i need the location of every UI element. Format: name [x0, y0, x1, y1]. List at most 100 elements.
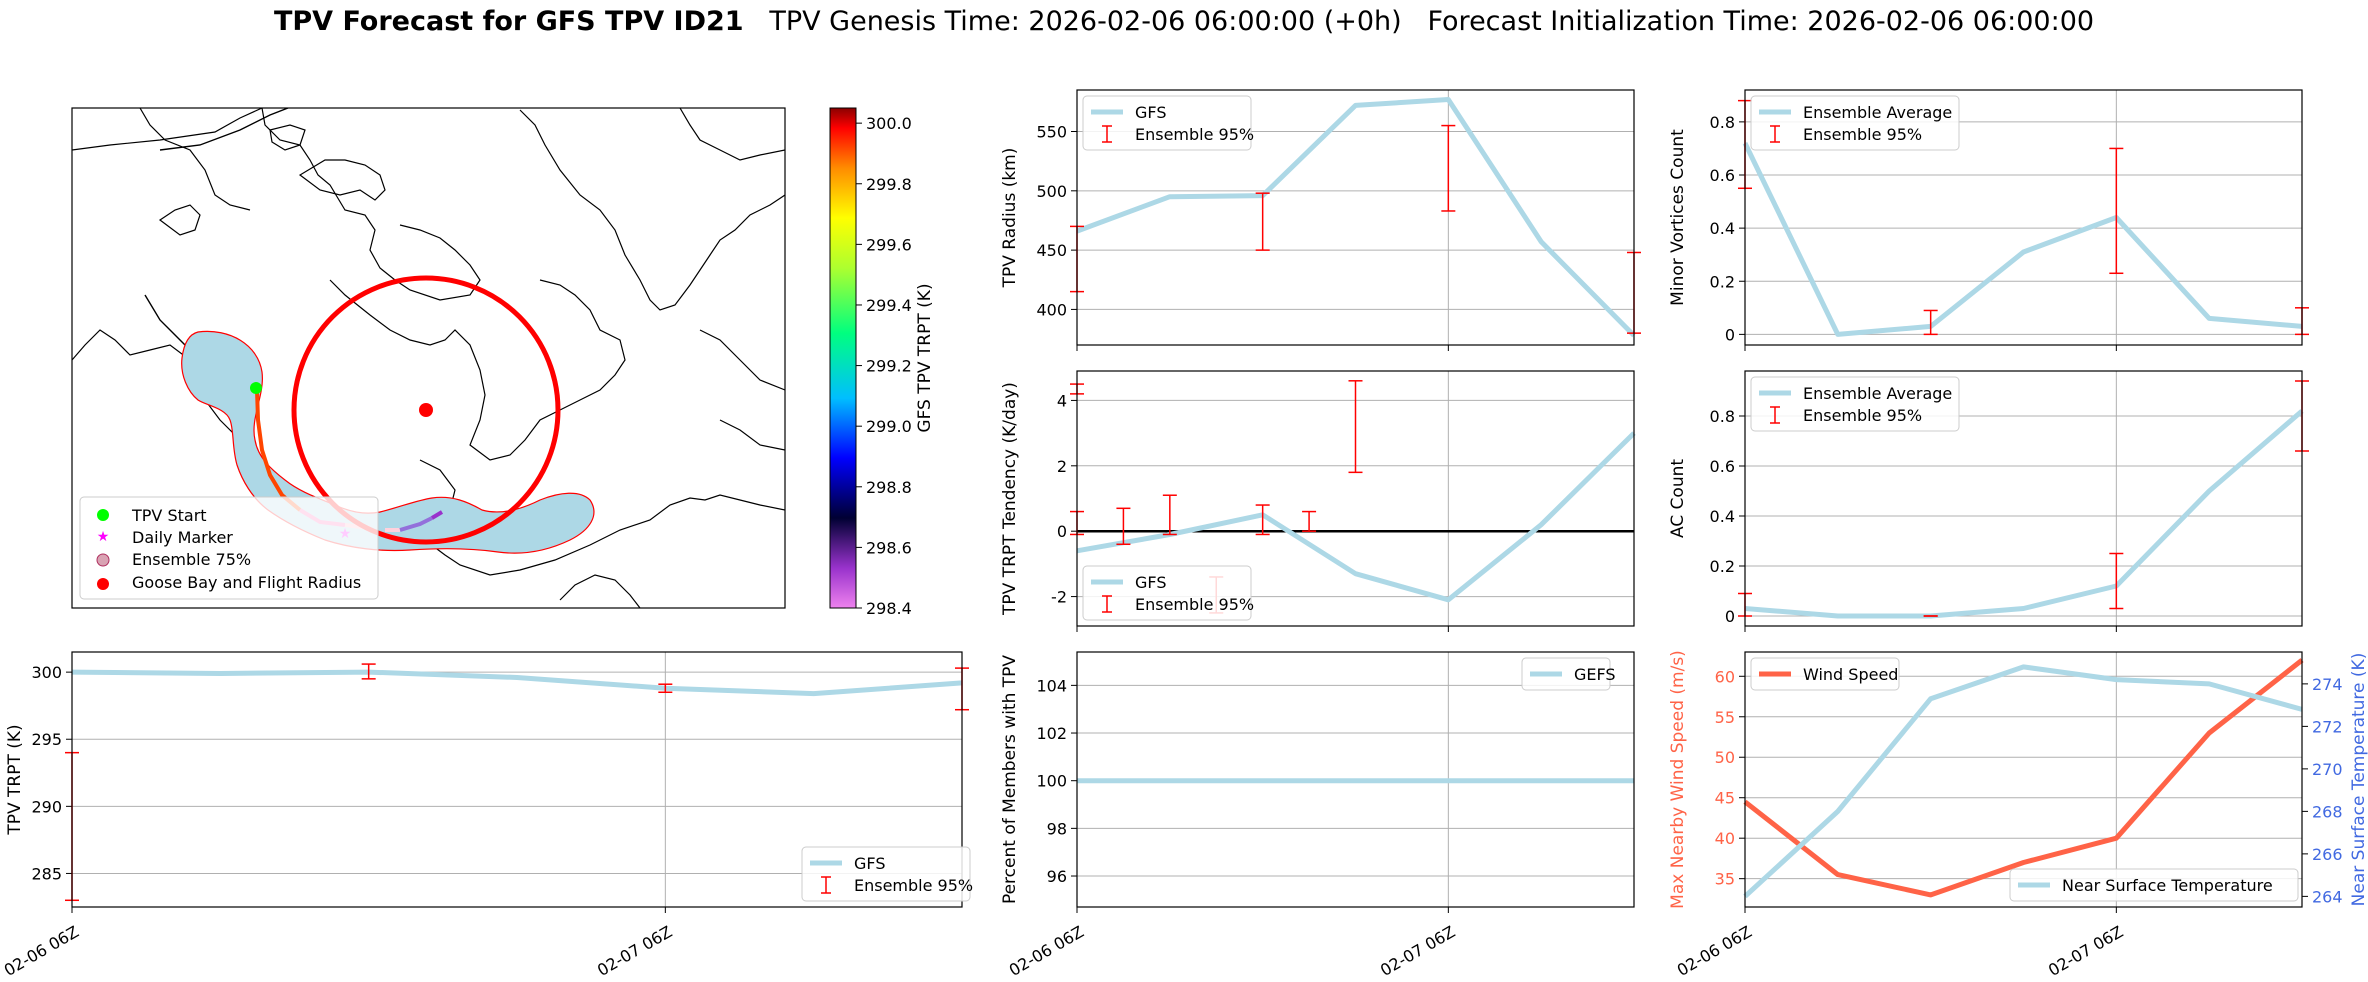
y2-tick-label: 274	[2312, 675, 2343, 694]
x-tick-label: 02-06 06Z	[1, 922, 82, 980]
axes-frame	[1744, 370, 2303, 627]
y-tick-label: 35	[1715, 870, 1735, 889]
chart-legend: GFS Ensemble 95%	[1082, 565, 1254, 621]
chart-legend: Ensemble Average Ensemble 95%	[1750, 376, 1960, 432]
chart-legend: GFS Ensemble 95%	[801, 846, 973, 902]
y2-tick-label: 266	[2312, 845, 2343, 864]
chart-legend: Ensemble Average Ensemble 95%	[1750, 95, 1960, 151]
y-axis-label: Minor Vortices Count	[1668, 129, 1688, 306]
legend-box	[1750, 376, 1960, 432]
axes-frame	[1744, 89, 2303, 346]
chart-legend: Wind Speed	[1750, 657, 1900, 691]
y-tick-label: 102	[1036, 724, 1067, 743]
series-line	[1076, 97, 1636, 338]
y-axis-label: TPV TRPT Tendency (K/day)	[1000, 382, 1020, 616]
y-tick-label: 290	[31, 797, 62, 816]
legend-box	[1082, 565, 1252, 621]
map-legend-label: Goose Bay and Flight Radius	[132, 573, 361, 592]
y-tick-label: 0	[1725, 325, 1735, 344]
colorbar-tick-label: 298.4	[866, 599, 912, 618]
map-frame	[71, 107, 786, 609]
y-tick-label: 40	[1715, 829, 1735, 848]
map-legend-label: TPV Start	[131, 506, 207, 525]
legend-label: Near Surface Temperature	[2062, 876, 2273, 895]
map-panel: ★ ★ TPV Start Daily Marker Ensemble 75% …	[71, 107, 786, 609]
legend-box	[1750, 657, 1900, 691]
y-axis-label: Max Nearby Wind Speed (m/s)	[1668, 650, 1688, 909]
colorbar-tick-label: 299.8	[866, 175, 912, 194]
chart-legend: Near Surface Temperature	[2009, 868, 2299, 902]
colorbar-label: GFS TPV TRPT (K)	[915, 283, 935, 432]
y-tick-label: 0	[1725, 607, 1735, 626]
x-tick-label: 02-06 06Z	[1674, 922, 1755, 980]
chart-trpt: 285 290 295 300 02-06 06Z 02-07 06Z TPV TRPT (…	[1, 651, 973, 980]
legend-label: Ensemble 95%	[854, 876, 973, 895]
y-tick-label: 550	[1036, 123, 1067, 142]
tpv-start-dot	[250, 382, 262, 394]
y-tick-label: 0.4	[1710, 507, 1735, 526]
series-line	[71, 669, 963, 697]
x-tick-label: 02-07 06Z	[594, 922, 675, 980]
y-axis-label: AC Count	[1668, 459, 1688, 538]
flight-radius-circle	[291, 275, 561, 545]
colorbar-tick-label: 298.6	[866, 538, 912, 557]
x-tick-label: 02-07 06Z	[1377, 922, 1458, 980]
title-genesis: TPV Genesis Time: 2026-02-06 06:00:00 (+…	[769, 6, 1402, 37]
map-legend-label: Ensemble 75%	[132, 550, 251, 569]
x-tick-label: 02-06 06Z	[1006, 922, 1087, 980]
series-line	[1743, 658, 2304, 898]
colorbar-tick-label: 299.6	[866, 235, 912, 254]
y2-axis-label: Near Surface Temperature (K)	[2349, 653, 2368, 907]
y-tick-label: 55	[1715, 708, 1735, 727]
y-tick-label: 100	[1036, 772, 1067, 791]
axes-frame	[1076, 89, 1635, 346]
legend-label: GFS	[1135, 573, 1166, 592]
series-line	[1742, 142, 2303, 337]
y-tick-label: 45	[1715, 789, 1735, 808]
y-tick-label: 2	[1057, 457, 1067, 476]
y-tick-label: 0.8	[1710, 407, 1735, 426]
legend-label: Ensemble 95%	[1803, 406, 1922, 425]
y-tick-label: 0.2	[1710, 557, 1735, 576]
y-tick-label: 0.2	[1710, 272, 1735, 291]
y2-tick-label: 264	[2312, 887, 2343, 906]
colorbar-gradient	[829, 107, 857, 609]
legend-label: Ensemble Average	[1803, 384, 1952, 403]
y-tick-label: 0.4	[1710, 219, 1735, 238]
chart-tendency: -2 0 2 4 TPV TRPT Tendency (K/day) GFS Ensembl…	[1000, 370, 1636, 632]
legend-label: GFS	[854, 854, 885, 873]
legend-green-dot-icon	[97, 509, 109, 521]
colorbar: 300.0 299.8 299.6 299.4 299.2 299.0 298.8 298.6…	[829, 107, 935, 618]
colorbar-tick-label: 299.2	[866, 357, 912, 376]
chart-legend: GEFS	[1521, 657, 1616, 691]
y-tick-label: 0.8	[1710, 113, 1735, 132]
series-line	[1744, 409, 2304, 619]
y-tick-label: 295	[31, 730, 62, 749]
colorbar-tick-label: 298.8	[866, 478, 912, 497]
title-init: Forecast Initialization Time: 2026-02-06…	[1427, 6, 2095, 37]
legend-label: Ensemble 95%	[1135, 595, 1254, 614]
y-axis-label: Percent of Members with TPV	[1000, 655, 1020, 904]
y-axis-label: TPV Radius (km)	[1000, 148, 1020, 289]
chart-minor: 0 0.2 0.4 0.6 0.8 Minor Vortices Count Ensembl…	[1668, 89, 2309, 351]
track-seg-5	[399, 516, 433, 532]
y-tick-label: 0.6	[1710, 457, 1735, 476]
colorbar-tick-label: 299.0	[866, 417, 912, 436]
y-tick-label: 300	[31, 663, 62, 682]
map-legend-box	[79, 496, 379, 600]
legend-label: Ensemble 95%	[1135, 125, 1254, 144]
y-tick-label: 0	[1057, 522, 1067, 541]
series-line	[1743, 664, 2303, 899]
legend-label: Ensemble 95%	[1803, 125, 1922, 144]
y2-tick-label: 272	[2312, 717, 2343, 736]
y-tick-label: 60	[1715, 667, 1735, 686]
y2-tick-label: 268	[2312, 802, 2343, 821]
y-tick-label: 285	[31, 864, 62, 883]
chart-wind: 35 40 45 50 55 60 02-06 06Z 02-07 06Z Max Nearby…	[1668, 650, 2368, 980]
legend-label: Wind Speed	[1803, 665, 1898, 684]
legend-label: Ensemble Average	[1803, 103, 1952, 122]
axes-frame	[1744, 651, 2303, 908]
